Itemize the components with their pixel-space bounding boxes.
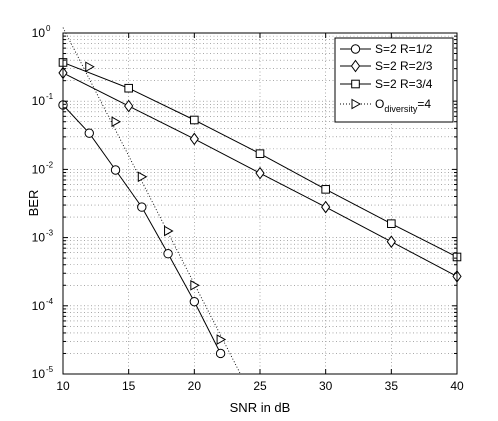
legend-label: S=2 R=1/2 — [375, 42, 433, 56]
data-point-circle — [137, 202, 147, 212]
grid — [63, 33, 457, 374]
data-point-triangle-right — [216, 334, 227, 345]
legend-marker-circle — [350, 44, 361, 54]
data-point-diamond — [124, 99, 134, 113]
x-tick-label: 10 — [56, 379, 70, 393]
legend-label-main: S=2 R=1/2 — [375, 42, 433, 56]
y-tick-exponent: -4 — [46, 297, 54, 306]
legend-marker-triangle-right — [351, 98, 362, 110]
data-point-triangle-right — [164, 225, 174, 237]
data-point-diamond — [321, 200, 331, 214]
data-point-circle — [110, 165, 121, 175]
y-axis-label: BER — [26, 190, 41, 217]
data-point-square — [190, 115, 199, 125]
y-tick-exponent: -3 — [46, 229, 54, 238]
data-point-square — [255, 149, 265, 158]
series-line-diversity-reference — [62, 27, 241, 374]
y-tick-label: 10 — [32, 299, 46, 313]
x-tick-label: 35 — [385, 379, 399, 393]
legend-marker-diamond — [350, 59, 361, 73]
legend-label: Odiversity=4 — [375, 97, 431, 114]
data-point-diamond — [255, 166, 265, 180]
legend-label: S=2 R=3/4 — [375, 77, 433, 91]
y-tick-label: 10 — [32, 162, 46, 176]
y-tick-exponent: -1 — [46, 92, 54, 101]
data-point-square — [387, 219, 396, 228]
legend-label-subscript: diversity — [384, 104, 418, 114]
legend-label-tail: =4 — [417, 97, 431, 111]
legend-marker-square — [351, 79, 360, 89]
legend-label-main: O — [375, 97, 384, 111]
x-tick-label: 20 — [188, 379, 202, 393]
x-tick-label: 25 — [253, 379, 267, 393]
y-tick-exponent: 0 — [46, 24, 51, 33]
x-axis-label: SNR in dB — [230, 400, 291, 415]
data-point-circle — [189, 296, 200, 307]
data-point-triangle-right — [137, 171, 148, 183]
y-tick-label: 10 — [32, 231, 46, 245]
x-tick-label: 40 — [450, 379, 464, 393]
data-point-circle — [163, 249, 173, 259]
data-point-triangle-right — [190, 279, 200, 291]
y-tick-exponent: -2 — [46, 160, 54, 169]
axis-ticks — [62, 33, 458, 374]
y-tick-label: 10 — [32, 367, 46, 381]
data-point-triangle-right — [85, 61, 95, 73]
data-point-triangle-right — [111, 116, 122, 128]
x-tick-label: 30 — [319, 379, 333, 393]
data-point-circle — [84, 128, 94, 138]
data-point-circle — [215, 348, 226, 359]
data-point-diamond — [386, 235, 396, 249]
legend-label: S=2 R=2/3 — [375, 59, 433, 73]
data-point-square — [321, 185, 330, 194]
y-tick-label: 10 — [32, 26, 46, 40]
data-point-square — [124, 83, 133, 93]
x-tick-label: 15 — [122, 379, 136, 393]
legend-label-main: S=2 R=3/4 — [375, 77, 433, 91]
legend: S=2 R=1/2 S=2 R=2/3 S=2 R=3/4 Odiversity=4 — [334, 37, 454, 123]
data-point-diamond — [189, 132, 199, 146]
legend-label-main: S=2 R=2/3 — [375, 59, 433, 73]
y-tick-label: 10 — [32, 94, 46, 108]
x-tick-labels: 10 15 20 25 30 35 40 — [56, 379, 464, 393]
y-tick-exponent: -5 — [46, 365, 54, 374]
